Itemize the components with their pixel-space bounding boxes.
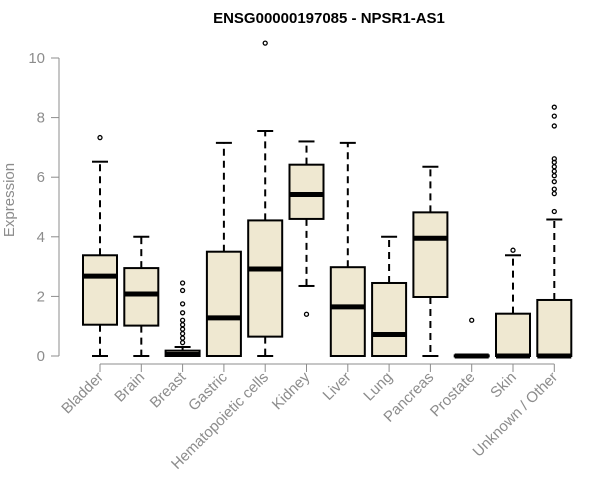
outlier-point [510, 247, 516, 253]
outlier-point [179, 335, 186, 341]
outlier-point [179, 280, 186, 286]
box-gastric [205, 141, 242, 357]
outlier-point [551, 179, 557, 185]
y-axis-label: Expression [1, 163, 18, 237]
box-rect [329, 266, 366, 358]
outlier-point [551, 190, 557, 197]
outlier-point [179, 310, 186, 316]
y-axis: 0 2 4 6 8 10 [28, 50, 60, 365]
outlier-point [551, 104, 557, 110]
box-prostate [453, 317, 490, 359]
box-liver [329, 141, 366, 358]
box-brain [123, 235, 160, 357]
outlier-point [551, 156, 557, 162]
box-rect [82, 254, 118, 326]
outlier-point [551, 168, 557, 174]
box-rect [495, 312, 531, 357]
outlier-point [551, 123, 557, 129]
box-lung [371, 235, 408, 357]
box-hematopoietic-cells [247, 40, 284, 357]
x-tick-label: Brain [111, 369, 148, 406]
box-rect [123, 267, 160, 327]
x-tick-label: Bladder [58, 369, 107, 418]
box-rect [412, 211, 449, 298]
outlier-point [551, 173, 557, 179]
y-tick-label: 2 [37, 288, 45, 305]
outlier-point [179, 317, 186, 323]
outlier-point [262, 40, 268, 46]
outlier-point [179, 326, 186, 332]
outlier-point [551, 164, 557, 170]
outlier-point [179, 339, 186, 346]
box-rect [371, 281, 408, 357]
outlier-point [551, 113, 557, 119]
y-tick-label: 10 [28, 50, 45, 67]
box-bladder [82, 134, 118, 357]
outlier-point [469, 317, 475, 323]
y-tick-label: 6 [37, 169, 45, 186]
box-skin [495, 247, 531, 359]
x-tick-label: Liver [320, 369, 355, 404]
outlier-point [551, 208, 557, 215]
outlier-point [179, 330, 186, 337]
x-tick-label: Breast [147, 368, 190, 411]
x-tick-label: Lung [360, 369, 396, 405]
box-unknown-other [536, 104, 573, 359]
box-kidney [288, 140, 325, 317]
x-tick-label: Skin [487, 369, 520, 402]
y-tick-label: 8 [37, 110, 45, 127]
outlier-point [97, 134, 103, 141]
box-rect [247, 219, 284, 338]
outlier-point [179, 301, 186, 307]
box-rect [536, 298, 573, 358]
box-rect [205, 250, 242, 357]
box-pancreas [412, 165, 449, 357]
boxes [82, 40, 573, 359]
y-tick-label: 0 [37, 348, 45, 365]
outlier-point [179, 322, 186, 328]
x-tick-label: Prostate [427, 369, 479, 421]
outlier-point [179, 287, 186, 294]
y-tick-label: 4 [37, 229, 45, 246]
x-tick-label: Kidney [269, 368, 314, 413]
outlier-point [551, 186, 557, 192]
box-breast [164, 280, 201, 358]
outlier-point [303, 311, 310, 317]
chart-title: ENSG00000197085 - NPSR1-AS1 [213, 10, 445, 27]
box-rect [288, 163, 325, 220]
